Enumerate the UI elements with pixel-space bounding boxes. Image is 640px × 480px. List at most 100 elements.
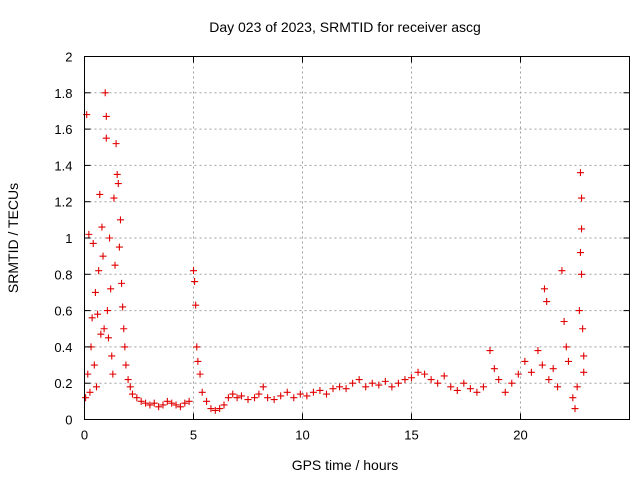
data-point [111, 261, 119, 269]
data-point [237, 392, 245, 400]
data-point [564, 357, 572, 365]
data-point [414, 368, 422, 376]
data-point [549, 365, 557, 373]
data-point [521, 357, 529, 365]
data-point [368, 379, 376, 387]
data-point [473, 388, 481, 396]
data-point [316, 386, 324, 394]
data-point [575, 307, 583, 315]
data-point [150, 399, 158, 407]
data-point [562, 343, 570, 351]
data-point [181, 399, 189, 407]
data-point [101, 89, 109, 97]
x-tick-label: 15 [404, 428, 418, 443]
data-point [233, 394, 241, 402]
data-point [137, 397, 145, 405]
data-point [100, 325, 108, 333]
data-point [224, 394, 232, 402]
data-point [133, 394, 141, 402]
data-point [290, 394, 298, 402]
data-point [176, 403, 184, 411]
data-point [388, 383, 396, 391]
y-tick-label: 2 [65, 50, 72, 65]
data-point [251, 394, 259, 402]
data-point [185, 397, 193, 405]
data-point [121, 343, 129, 351]
data-point [192, 301, 200, 309]
data-point [259, 383, 267, 391]
data-point [109, 370, 117, 378]
data-point [124, 376, 132, 384]
x-tick-label: 5 [190, 428, 197, 443]
y-tick-label: 0.2 [54, 376, 72, 391]
data-point [191, 278, 199, 286]
data-point [421, 370, 429, 378]
y-tick-label: 0 [65, 413, 72, 428]
data-point [514, 370, 522, 378]
data-point [85, 230, 93, 238]
data-point [91, 288, 99, 296]
data-point [558, 267, 566, 275]
data-point [322, 390, 330, 398]
data-point [94, 310, 102, 318]
data-point [495, 376, 503, 384]
data-point [128, 390, 136, 398]
data-point [90, 361, 98, 369]
data-point [102, 134, 110, 142]
data-point [203, 397, 211, 405]
data-point [569, 394, 577, 402]
data-point [349, 379, 357, 387]
data-point [88, 314, 96, 322]
data-point [110, 194, 118, 202]
data-point [336, 383, 344, 391]
data-point [270, 396, 278, 404]
data-point [86, 388, 94, 396]
data-point [168, 399, 176, 407]
data-point [479, 383, 487, 391]
data-point [163, 397, 171, 405]
y-tick-label: 0.8 [54, 267, 72, 282]
data-point [579, 325, 587, 333]
data-point [576, 249, 584, 257]
data-point [408, 374, 415, 382]
data-point [211, 406, 219, 414]
data-point [102, 112, 110, 120]
data-point [401, 376, 409, 384]
data-point [112, 140, 120, 148]
data-point [84, 370, 92, 378]
data-point [198, 388, 206, 396]
data-point [155, 403, 163, 411]
data-point [580, 368, 588, 376]
data-point [490, 365, 498, 373]
gridlines [84, 56, 630, 420]
data-point [394, 379, 402, 387]
data-point [92, 383, 100, 391]
data-point [99, 252, 107, 260]
data-point [578, 194, 586, 202]
data-point [277, 392, 285, 400]
axis-ticks [84, 56, 630, 420]
data-point [142, 399, 150, 407]
data-point [580, 352, 588, 360]
data-point [120, 325, 128, 333]
data-point [296, 390, 304, 398]
data-point [362, 383, 370, 391]
x-tick-label: 20 [513, 428, 527, 443]
data-point [342, 385, 350, 393]
data-point [244, 396, 252, 404]
data-point [576, 169, 584, 177]
data-point [501, 388, 509, 396]
data-point [329, 385, 337, 393]
data-point [264, 394, 272, 402]
y-tick-label: 1 [65, 231, 72, 246]
data-point [126, 383, 134, 391]
data-point [104, 334, 112, 342]
data-point [119, 303, 127, 311]
tick-labels: 00.20.40.60.811.21.41.61.820 5 10 15 20 [54, 50, 527, 443]
data-point [82, 394, 90, 402]
y-tick-label: 0.4 [54, 340, 72, 355]
data-point [106, 234, 114, 242]
data-point [207, 405, 215, 413]
data-point [115, 243, 123, 251]
